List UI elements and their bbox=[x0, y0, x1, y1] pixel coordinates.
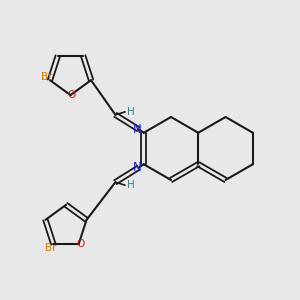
Text: N: N bbox=[133, 123, 142, 136]
Text: Br: Br bbox=[45, 244, 56, 254]
Text: Br: Br bbox=[40, 72, 52, 82]
Text: N: N bbox=[133, 161, 142, 174]
Text: H: H bbox=[127, 107, 134, 117]
Text: H: H bbox=[127, 180, 134, 190]
Text: O: O bbox=[76, 239, 84, 249]
Text: O: O bbox=[68, 90, 76, 100]
